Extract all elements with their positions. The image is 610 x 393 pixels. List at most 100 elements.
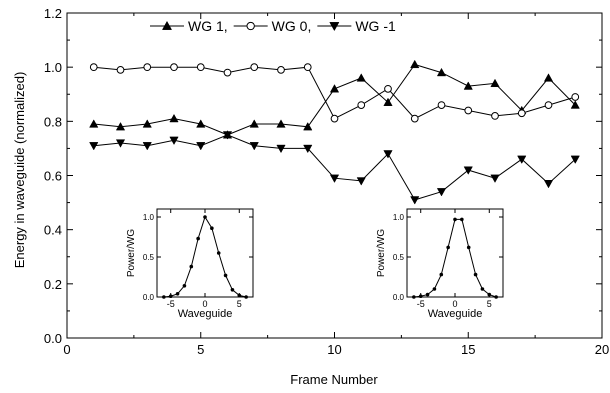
inset-curve xyxy=(163,215,247,298)
inset-plot-left: -5 0 5 0.0 0.5 1.0 Waveguide Power/WG xyxy=(126,208,254,320)
series-line xyxy=(93,134,576,201)
legend-marker xyxy=(161,20,173,30)
legend-item: WG 1, xyxy=(150,18,228,34)
inset-data-point xyxy=(196,236,200,241)
data-point xyxy=(329,174,340,183)
data-point xyxy=(250,63,259,72)
inset-x-tick-label: 0 xyxy=(452,299,457,309)
inset-data-point xyxy=(480,287,485,291)
y-tick-label: 1.0 xyxy=(44,60,62,75)
inset-x-axis-label: Waveguide xyxy=(178,308,233,320)
inset-data-point xyxy=(244,295,248,299)
series-0 xyxy=(89,59,580,139)
data-point xyxy=(543,73,554,82)
inset-data-point xyxy=(182,284,187,288)
inset-data-point xyxy=(487,292,492,297)
x-tick-label: 0 xyxy=(63,342,70,357)
series-line xyxy=(93,63,576,136)
data-point xyxy=(490,78,500,88)
inset-data-point xyxy=(453,217,457,222)
data-point xyxy=(543,180,554,189)
series-1 xyxy=(89,63,580,123)
data-point xyxy=(223,68,232,77)
inset-data-point xyxy=(425,292,430,297)
inset-x-tick-label: -5 xyxy=(417,299,425,309)
legend-marker xyxy=(246,21,255,31)
inset-data-point xyxy=(168,294,173,299)
y-tick-label: 1.2 xyxy=(44,6,62,21)
inset-frame xyxy=(156,208,254,298)
data-point xyxy=(277,66,285,74)
series-line xyxy=(93,66,576,120)
legend-item: WG -1 xyxy=(317,18,396,34)
inset-plot-right: -5 0 5 0.0 0.5 1.0 Waveguide Power/WG xyxy=(376,208,504,320)
y-tick-label: 0.8 xyxy=(44,114,62,129)
inset-x-axis-label: Waveguide xyxy=(428,308,483,320)
data-point xyxy=(89,142,99,151)
data-point xyxy=(436,67,447,77)
x-tick-label: 10 xyxy=(327,342,341,357)
inset-data-point xyxy=(230,288,235,292)
data-point xyxy=(437,101,446,109)
data-point xyxy=(410,196,420,205)
legend-label: WG 1, xyxy=(188,18,228,34)
data-point xyxy=(491,112,499,120)
data-point xyxy=(356,73,366,82)
data-point xyxy=(116,66,125,74)
inset-x-tick-label: 5 xyxy=(487,299,492,309)
data-point xyxy=(170,63,178,72)
data-point xyxy=(463,166,473,175)
inset-data-point xyxy=(237,293,242,298)
x-tick-label: 15 xyxy=(461,342,475,357)
inset-y-tick-label: 0.5 xyxy=(143,253,155,262)
legend: WG 1, WG 0, WG -1 xyxy=(150,18,396,34)
inset-y-tick-label: 0.0 xyxy=(393,293,405,302)
data-point xyxy=(115,122,126,131)
inset-data-point xyxy=(418,294,423,299)
data-point xyxy=(276,144,286,154)
inset-data-point xyxy=(412,295,416,299)
legend-label: WG -1 xyxy=(355,18,396,34)
inset-data-point xyxy=(210,226,214,230)
data-point xyxy=(169,136,179,146)
data-point xyxy=(463,81,473,90)
inset-y-axis-label: Power/WG xyxy=(126,229,137,278)
data-point xyxy=(570,100,580,109)
data-point xyxy=(249,142,259,151)
data-point xyxy=(115,139,126,148)
data-point xyxy=(517,155,527,164)
inset-data-point xyxy=(432,287,437,291)
data-point xyxy=(464,106,473,115)
data-point xyxy=(383,150,393,159)
data-point xyxy=(410,114,419,123)
inset-data-point xyxy=(494,295,498,299)
x-axis-label: Frame Number xyxy=(290,372,378,387)
data-point xyxy=(196,119,206,128)
inset-data-point xyxy=(216,251,221,255)
inset-y-tick-label: 1.0 xyxy=(143,213,155,222)
data-point xyxy=(142,119,152,128)
data-point xyxy=(570,155,580,164)
data-point xyxy=(196,63,205,72)
inset-data-point xyxy=(446,245,450,250)
inset-data-point xyxy=(162,295,166,299)
inset-y-tick-label: 1.0 xyxy=(393,213,405,222)
data-point xyxy=(356,177,366,186)
inset-data-point xyxy=(189,264,194,269)
data-point xyxy=(303,122,313,131)
x-tick-label: 5 xyxy=(197,342,204,357)
inset-x-tick-label: 5 xyxy=(237,299,242,309)
data-point xyxy=(384,84,392,93)
data-point xyxy=(330,114,339,123)
data-point xyxy=(383,97,393,106)
data-point xyxy=(303,144,313,154)
data-point xyxy=(222,131,233,140)
inset-y-tick-label: 0.5 xyxy=(393,253,405,262)
inset-y-axis-label: Power/WG xyxy=(376,229,387,278)
data-point xyxy=(517,109,526,118)
inset-curve xyxy=(413,218,497,298)
data-point xyxy=(436,188,447,197)
main-plot: 0 5 10 15 20 0.0 0.2 0.4 0.6 0.8 1.0 1.2 xyxy=(44,6,609,357)
inset-data-point xyxy=(466,245,471,250)
